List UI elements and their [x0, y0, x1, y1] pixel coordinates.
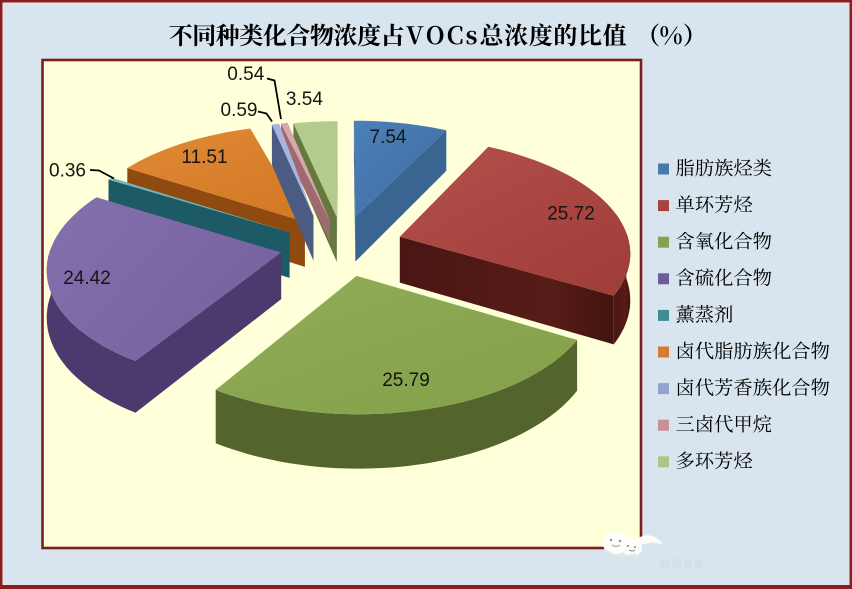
svg-text:3.54: 3.54: [286, 89, 323, 110]
svg-text:25.79: 25.79: [382, 370, 430, 391]
svg-text:24.42: 24.42: [63, 268, 111, 289]
svg-text:25.72: 25.72: [547, 204, 595, 225]
svg-text:0.54: 0.54: [227, 64, 264, 85]
svg-text:7.54: 7.54: [370, 127, 407, 148]
svg-text:0.59: 0.59: [221, 100, 258, 121]
svg-text:11.51: 11.51: [181, 147, 227, 168]
svg-text:0.36: 0.36: [49, 161, 86, 182]
